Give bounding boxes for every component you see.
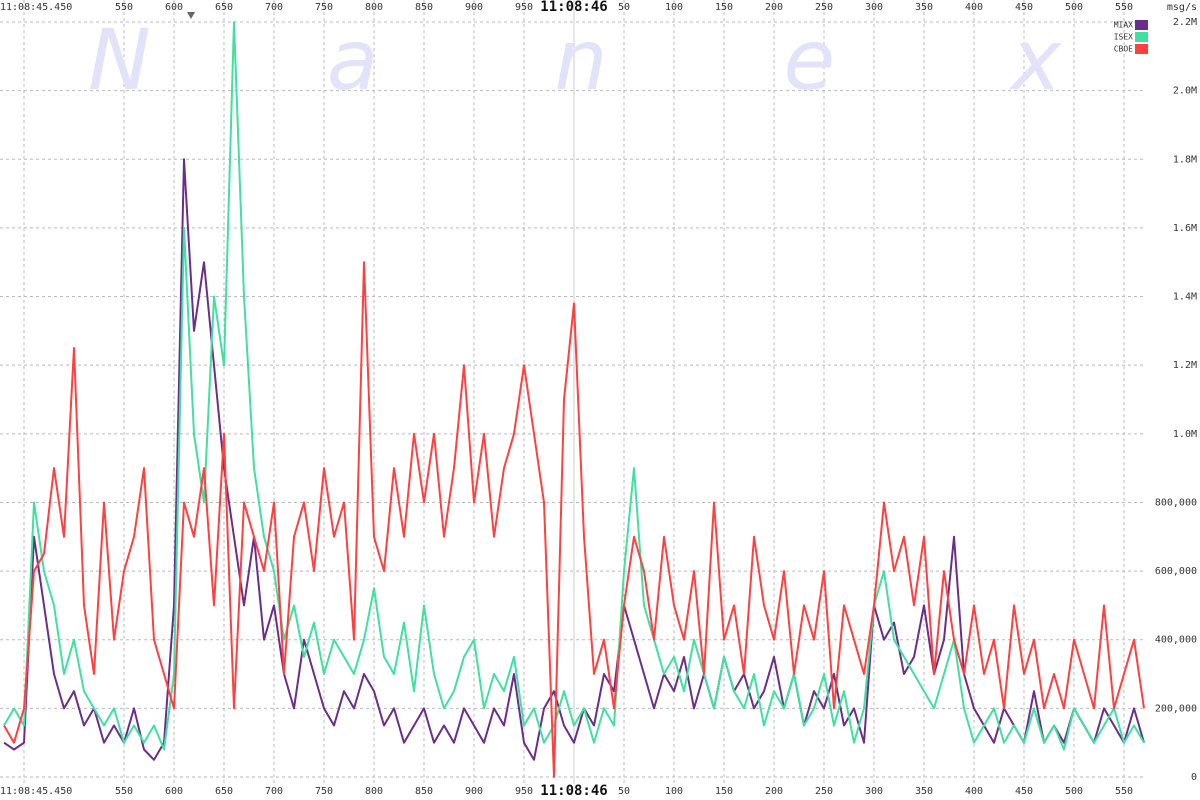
x-tick-label-top: 550 — [1115, 2, 1133, 13]
x-tick-label-top: 150 — [715, 2, 733, 13]
x-tick-label-bottom: 200 — [765, 786, 783, 797]
y-tick-label: 2.2M — [1173, 17, 1197, 28]
marker-triangle — [187, 12, 195, 19]
x-tick-label-top: 100 — [665, 2, 683, 13]
x-tick-label-top: 600 — [165, 2, 183, 13]
x-tick-label-top: 500 — [1065, 2, 1083, 13]
x-tick-label-top: 650 — [215, 2, 233, 13]
x-tick-label-top: 11:08:45.450 — [0, 2, 72, 13]
y-tick-label: 800,000 — [1155, 497, 1197, 508]
x-tick-label-bottom: 450 — [1015, 786, 1033, 797]
y-tick-label: 2.0M — [1173, 86, 1197, 97]
x-tick-label-bottom: 550 — [115, 786, 133, 797]
x-tick-label-top: 950 — [515, 2, 533, 13]
x-tick-label-bottom: 50 — [618, 786, 630, 797]
x-tick-label-top: 850 — [415, 2, 433, 13]
plot-area — [3, 21, 1145, 778]
y-tick-label: 1.2M — [1173, 360, 1197, 371]
x-tick-label-top: 350 — [915, 2, 933, 13]
x-tick-label-bottom: 550 — [1115, 786, 1133, 797]
legend-swatch — [1135, 32, 1148, 42]
x-tick-label-top: 50 — [618, 2, 630, 13]
legend-swatch — [1135, 44, 1148, 54]
grid — [0, 0, 1146, 784]
legend-label: CBOE — [1114, 45, 1133, 54]
y-tick-label: 0 — [1191, 772, 1197, 783]
x-tick-label-bottom: 11:08:45.450 — [0, 786, 72, 797]
x-tick-label-bottom: 750 — [315, 786, 333, 797]
series-line — [3, 158, 1145, 761]
y-tick-label: 1.0M — [1173, 429, 1197, 440]
series-line — [3, 261, 1145, 778]
y-tick-label: 1.6M — [1173, 223, 1197, 234]
x-tick-label-bottom: 350 — [915, 786, 933, 797]
x-tick-label-top: 11:08:46 — [540, 0, 607, 15]
legend-label: ISEX — [1114, 33, 1133, 42]
x-tick-label-top: 400 — [965, 2, 983, 13]
legend-swatch — [1135, 20, 1148, 30]
x-tick-label-bottom: 900 — [465, 786, 483, 797]
watermark: Nanex — [88, 11, 1200, 109]
x-tick-label-bottom: 950 — [515, 786, 533, 797]
x-tick-label-bottom: 100 — [665, 786, 683, 797]
x-tick-label-bottom: 150 — [715, 786, 733, 797]
y-tick-label: 1.8M — [1173, 154, 1197, 165]
x-tick-label-top: 800 — [365, 2, 383, 13]
y-tick-label: 1.4M — [1173, 292, 1197, 303]
x-tick-label-top: 700 — [265, 2, 283, 13]
legend-label: MIAX — [1114, 21, 1133, 30]
x-tick-label-top: 250 — [815, 2, 833, 13]
x-tick-label-top: 200 — [765, 2, 783, 13]
x-tick-label-bottom: 300 — [865, 786, 883, 797]
y-tick-label: 600,000 — [1155, 566, 1197, 577]
x-tick-label-bottom: 850 — [415, 786, 433, 797]
x-tick-label-bottom: 650 — [215, 786, 233, 797]
x-tick-label-bottom: 11:08:46 — [540, 783, 607, 799]
x-tick-label-bottom: 800 — [365, 786, 383, 797]
x-tick-label-top: 550 — [115, 2, 133, 13]
x-tick-label-bottom: 600 — [165, 786, 183, 797]
x-tick-label-bottom: 250 — [815, 786, 833, 797]
x-tick-label-top: 450 — [1015, 2, 1033, 13]
x-tick-label-bottom: 500 — [1065, 786, 1083, 797]
x-tick-label-bottom: 400 — [965, 786, 983, 797]
x-tick-label-top: 900 — [465, 2, 483, 13]
y-tick-label: 400,000 — [1155, 635, 1197, 646]
y-axis-label: msg/s — [1167, 2, 1197, 13]
x-tick-label-bottom: 700 — [265, 786, 283, 797]
x-tick-label-top: 300 — [865, 2, 883, 13]
y-tick-label: 200,000 — [1155, 703, 1197, 714]
x-tick-label-top: 750 — [315, 2, 333, 13]
